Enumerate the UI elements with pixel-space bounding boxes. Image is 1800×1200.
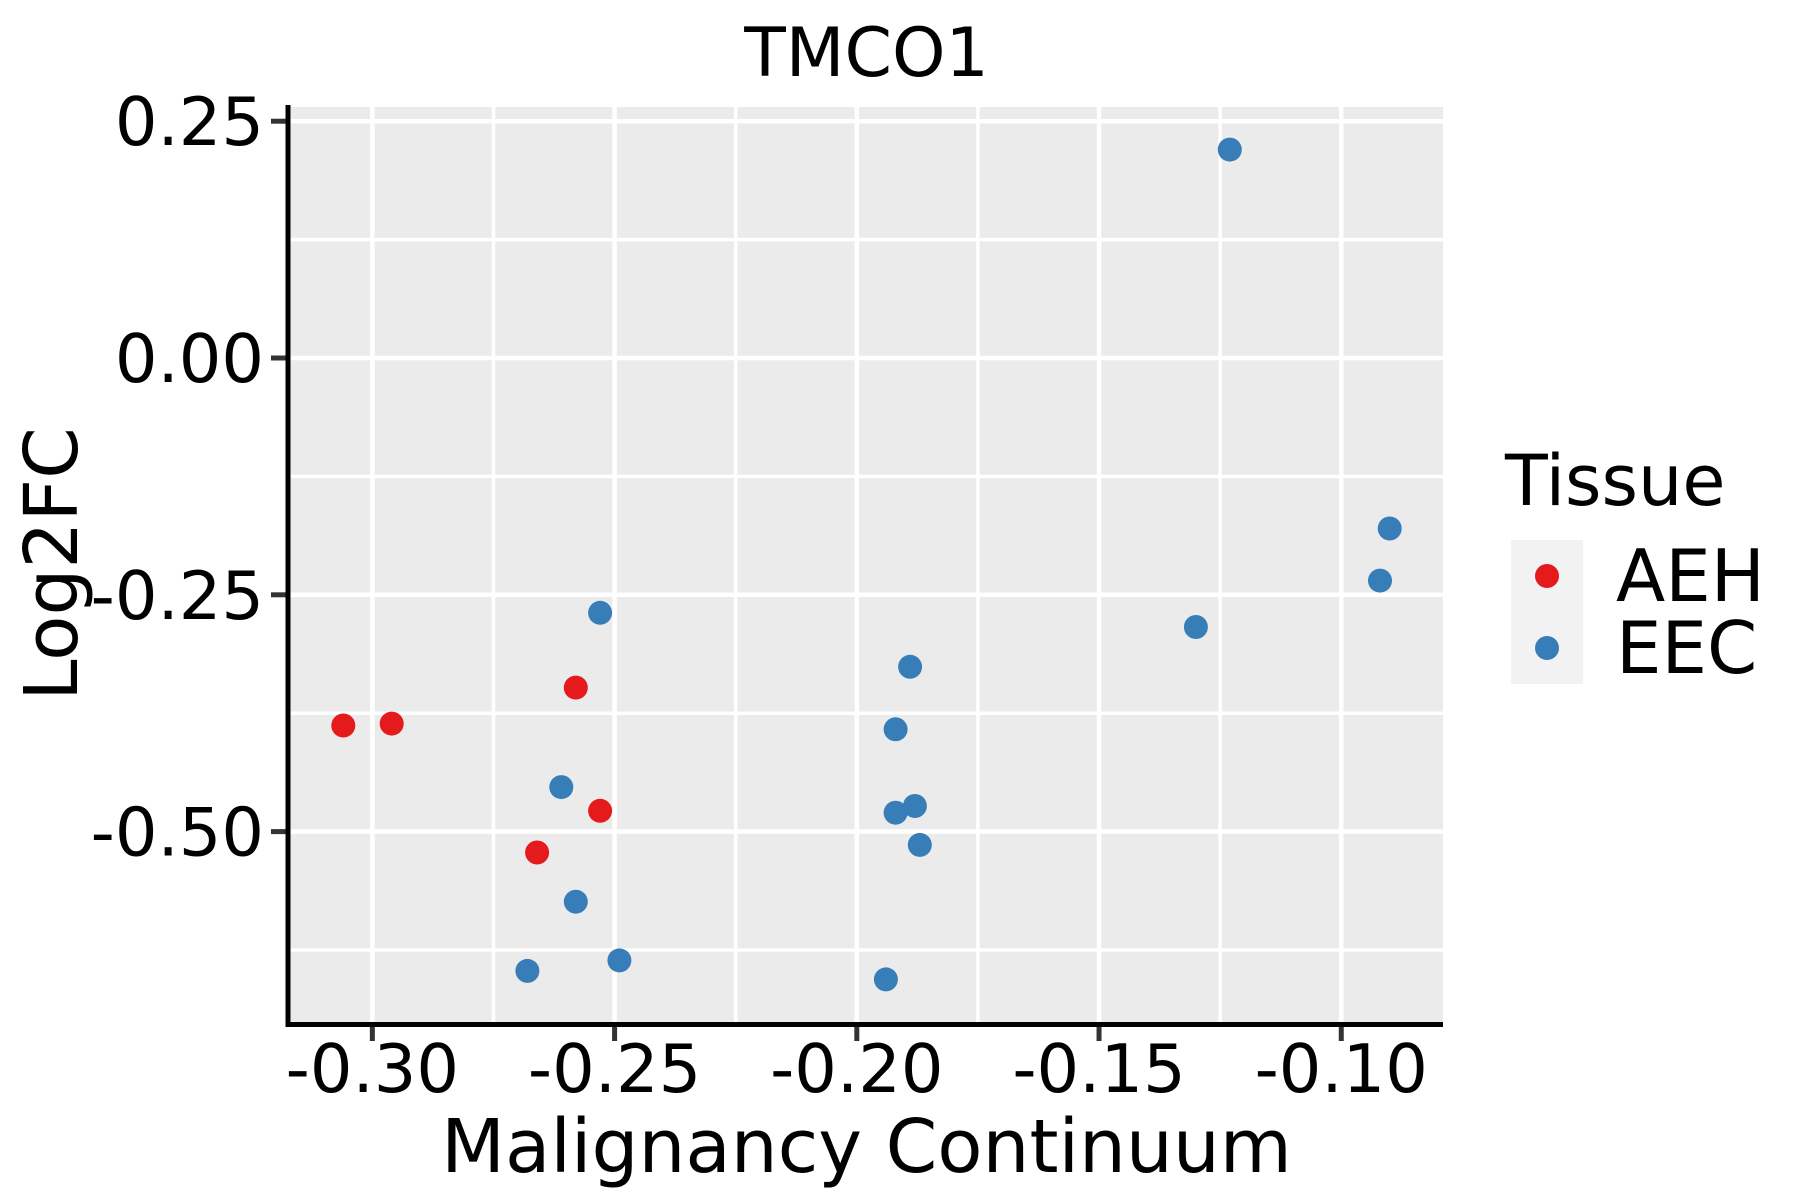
y-tick-label: -0.50 — [91, 794, 264, 872]
data-point-eec — [1183, 615, 1208, 639]
legend-items: AEH EEC — [1511, 540, 1765, 684]
y-axis-title: Log2FC — [9, 427, 95, 701]
data-point-eec — [588, 600, 613, 625]
plot-title: TMCO1 — [744, 14, 989, 93]
data-point-aeh — [588, 798, 613, 823]
data-point-eec — [607, 948, 632, 973]
data-point-aeh — [525, 840, 550, 865]
legend-item-aeh: AEH — [1511, 540, 1765, 612]
plot-panel — [290, 107, 1443, 1022]
legend: Tissue AEH EEC — [1505, 446, 1765, 684]
legend-label-eec: EEC — [1616, 606, 1758, 690]
legend-key-eec — [1511, 612, 1583, 684]
data-point-eec — [563, 889, 588, 914]
data-point-eec — [515, 958, 540, 983]
data-point-aeh — [331, 713, 356, 738]
legend-item-eec: EEC — [1511, 612, 1765, 684]
data-point-eec — [898, 654, 923, 679]
x-tick-label: -0.25 — [528, 1030, 701, 1108]
data-point-eec — [1217, 137, 1242, 162]
data-point-aeh — [563, 675, 588, 700]
data-point-eec — [549, 775, 574, 800]
data-point-eec — [883, 717, 908, 742]
legend-label-aeh: AEH — [1616, 534, 1765, 618]
x-tick-label: -0.20 — [770, 1030, 943, 1108]
data-point-eec — [883, 800, 908, 825]
x-tick-label: -0.10 — [1255, 1030, 1428, 1108]
y-tick-label: -0.25 — [91, 557, 264, 635]
aeh-dot-icon — [1535, 564, 1559, 588]
data-point-eec — [1368, 568, 1392, 593]
legend-title: Tissue — [1505, 440, 1726, 522]
data-point-eec — [902, 794, 927, 818]
x-tick-label: -0.30 — [286, 1030, 459, 1108]
data-point-eec — [873, 967, 898, 992]
data-point-eec — [1377, 516, 1402, 541]
data-point-aeh — [379, 711, 404, 736]
legend-key-aeh — [1511, 540, 1583, 612]
y-tick-label: 0.00 — [115, 320, 264, 398]
data-point-eec — [907, 832, 932, 857]
x-axis-title: Malignancy Continuum — [441, 1104, 1292, 1190]
y-tick-label: 0.25 — [115, 83, 264, 161]
eec-dot-icon — [1535, 636, 1559, 660]
x-tick-label: -0.15 — [1012, 1030, 1185, 1108]
